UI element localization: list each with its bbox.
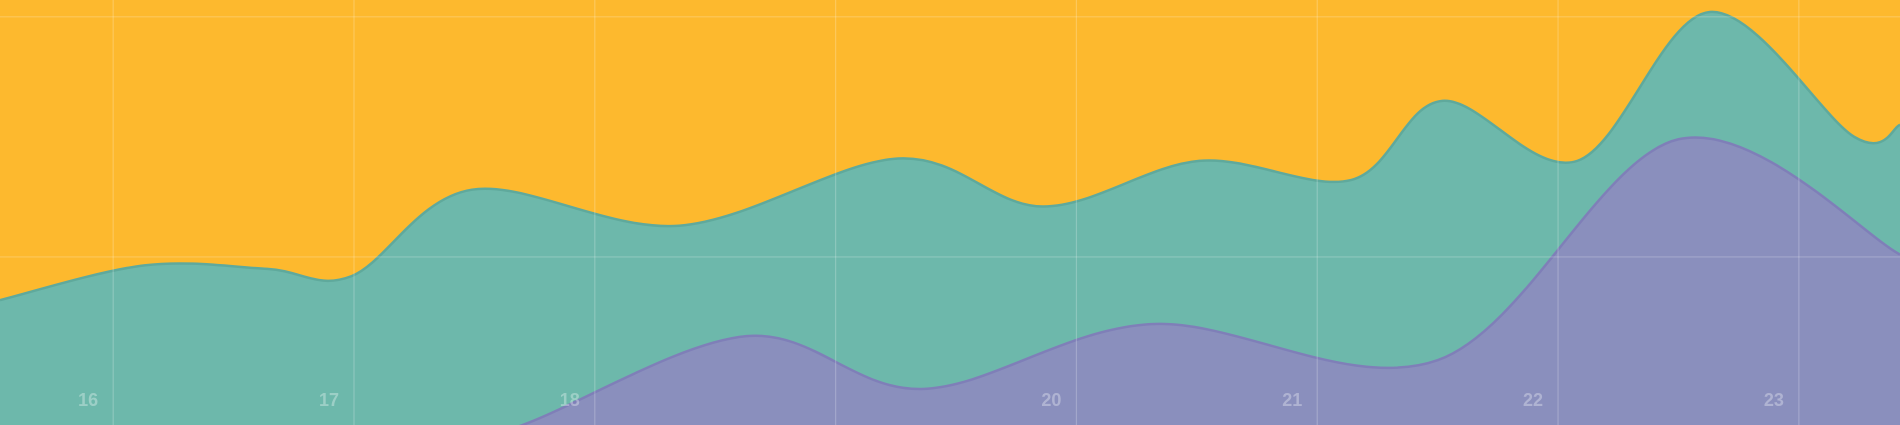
x-tick-label: 21 bbox=[1282, 390, 1302, 410]
area-line bbox=[0, 10, 1900, 302]
x-tick-label: 16 bbox=[78, 390, 98, 410]
x-tick-label: 17 bbox=[319, 390, 339, 410]
x-tick-label: 18 bbox=[560, 390, 580, 410]
x-tick-label: 20 bbox=[1041, 390, 1061, 410]
x-tick-label: 22 bbox=[1523, 390, 1543, 410]
area bbox=[0, 11, 1900, 425]
area-line bbox=[518, 136, 1900, 425]
area bbox=[402, 137, 1900, 425]
x-tick-label: 23 bbox=[1764, 390, 1784, 410]
